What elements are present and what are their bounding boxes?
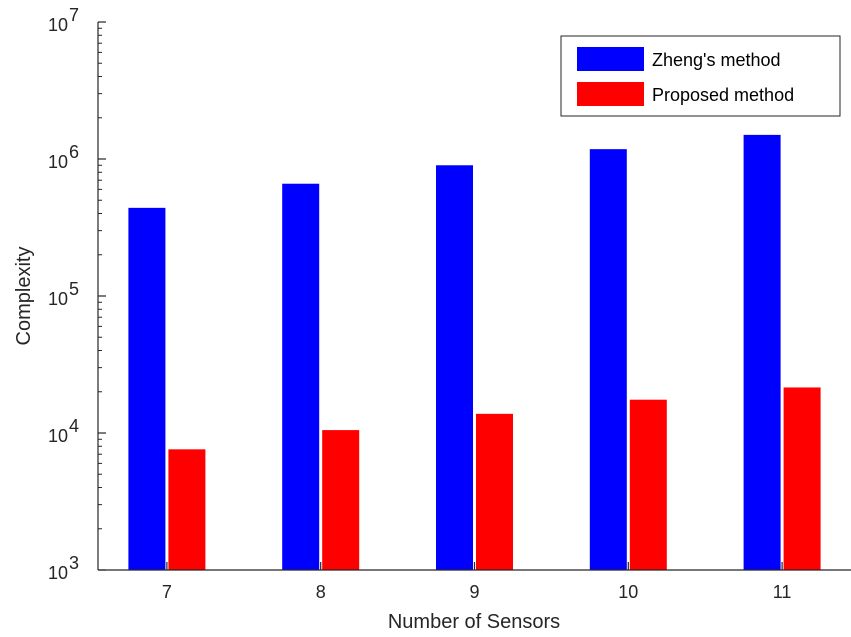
legend-swatch-proposed: [577, 82, 644, 106]
x-axis-label: Number of Sensors: [388, 611, 560, 633]
legend-label-zheng: Zheng's method: [652, 50, 781, 70]
y-tick-label: 10: [48, 289, 68, 309]
y-tick-label: 10: [48, 563, 68, 583]
bar-zheng-8: [282, 183, 320, 571]
y-tick-exponent: 4: [69, 416, 79, 436]
y-tick-label: 10: [48, 152, 68, 172]
x-tick-label: 8: [316, 582, 326, 602]
x-tick-label: 9: [469, 582, 479, 602]
legend-label-proposed: Proposed method: [652, 85, 794, 105]
y-tick-exponent: 3: [69, 553, 79, 573]
bar-zheng-9: [436, 165, 473, 570]
bar-proposed-10: [629, 399, 667, 570]
bar-proposed-11: [783, 387, 821, 570]
legend-swatch-zheng: [577, 47, 644, 71]
y-tick-label: 10: [48, 15, 68, 35]
bar-zheng-11: [743, 134, 781, 571]
bar-zheng-10: [589, 149, 627, 570]
y-axis-label: Complexity: [13, 247, 35, 346]
y-tick-exponent: 5: [69, 279, 79, 299]
y-tick-exponent: 6: [69, 142, 79, 162]
bars-group: [128, 134, 821, 571]
bar-proposed-8: [322, 430, 360, 570]
y-tick-exponent: 7: [69, 5, 79, 25]
x-tick-label: 7: [162, 582, 172, 602]
bar-proposed-7: [168, 449, 206, 570]
bar-proposed-9: [476, 413, 513, 570]
x-tick-label: 11: [773, 582, 792, 602]
x-tick-label: 10: [618, 582, 638, 602]
y-tick-label: 10: [48, 426, 68, 446]
bar-zheng-7: [128, 207, 166, 570]
legend: Zheng's method Proposed method: [560, 35, 841, 117]
x-ticks-group: 7 8 9 10 11: [162, 562, 792, 602]
